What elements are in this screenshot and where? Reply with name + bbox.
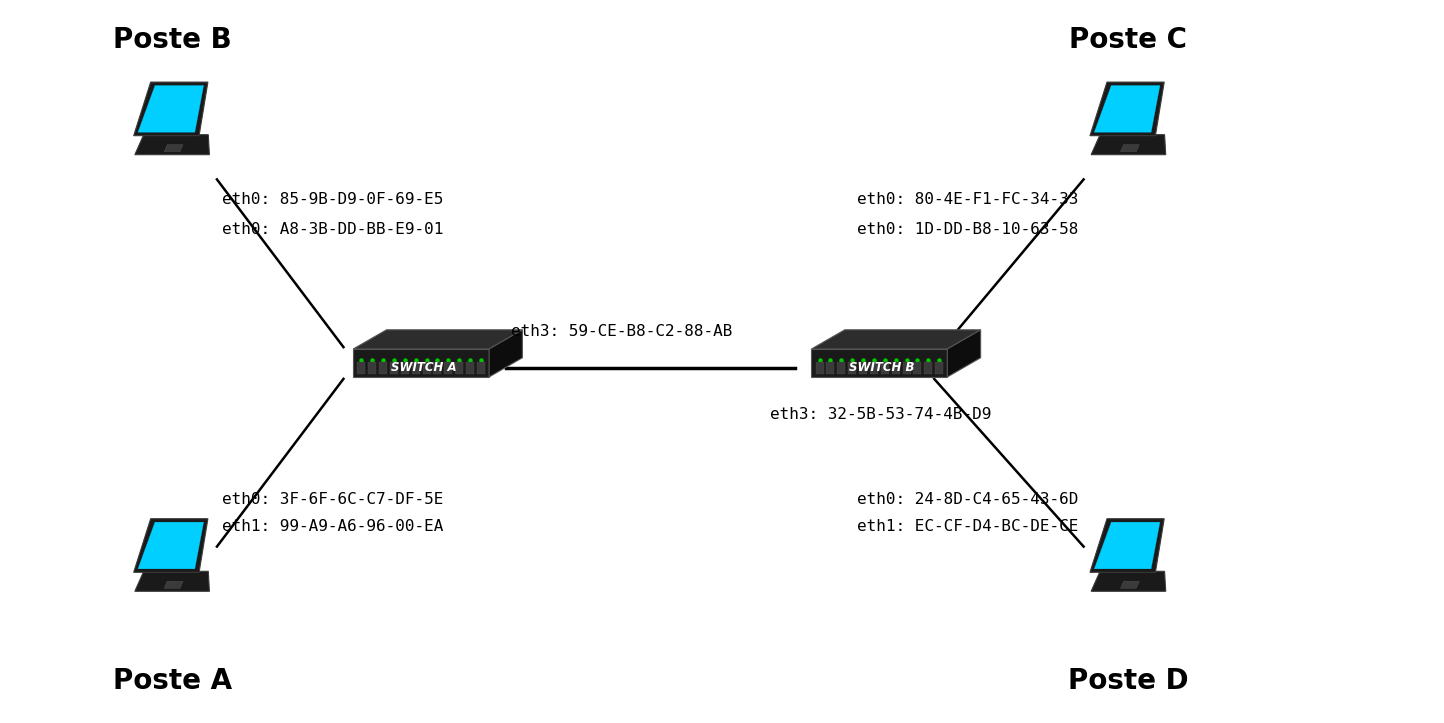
Polygon shape (134, 82, 208, 136)
Polygon shape (1092, 571, 1165, 591)
Polygon shape (812, 330, 980, 349)
Bar (881, 362, 890, 374)
Text: Poste C: Poste C (1070, 27, 1187, 54)
Text: eth0: A8-3B-DD-BB-E9-01: eth0: A8-3B-DD-BB-E9-01 (222, 221, 443, 236)
Bar (848, 362, 856, 374)
Bar (924, 362, 933, 374)
Polygon shape (1090, 82, 1164, 136)
Polygon shape (1092, 134, 1165, 155)
Text: eth1: 99-A9-A6-96-00-EA: eth1: 99-A9-A6-96-00-EA (222, 519, 443, 534)
Text: Poste D: Poste D (1069, 667, 1188, 695)
Polygon shape (1121, 145, 1139, 152)
Bar (466, 362, 474, 374)
Bar (368, 362, 377, 374)
Polygon shape (139, 522, 204, 569)
Text: eth0: 85-9B-D9-0F-69-E5: eth0: 85-9B-D9-0F-69-E5 (222, 192, 443, 207)
Text: SWITCH A: SWITCH A (391, 361, 456, 374)
Bar (826, 362, 835, 374)
Polygon shape (134, 518, 208, 573)
Polygon shape (1095, 85, 1160, 132)
Polygon shape (165, 145, 183, 152)
Bar (892, 362, 900, 374)
Polygon shape (812, 349, 947, 377)
Text: eth1: EC-CF-D4-BC-DE-CE: eth1: EC-CF-D4-BC-DE-CE (858, 519, 1079, 534)
Bar (423, 362, 430, 374)
Polygon shape (1095, 522, 1160, 569)
Bar (914, 362, 921, 374)
Bar (445, 362, 452, 374)
Bar (401, 362, 409, 374)
Polygon shape (165, 581, 183, 589)
Bar (838, 362, 845, 374)
Bar (936, 362, 943, 374)
Text: eth0: 80-4E-F1-FC-34-33: eth0: 80-4E-F1-FC-34-33 (858, 192, 1079, 207)
Bar (358, 362, 365, 374)
Text: eth0: 1D-DD-B8-10-63-58: eth0: 1D-DD-B8-10-63-58 (858, 221, 1079, 236)
Text: eth0: 24-8D-C4-65-43-6D: eth0: 24-8D-C4-65-43-6D (858, 492, 1079, 508)
Bar (412, 362, 420, 374)
Bar (455, 362, 464, 374)
Text: eth3: 32-5B-53-74-4B-D9: eth3: 32-5B-53-74-4B-D9 (770, 407, 991, 422)
Text: Poste A: Poste A (113, 667, 231, 695)
Polygon shape (139, 85, 204, 132)
Bar (859, 362, 866, 374)
Bar (902, 362, 911, 374)
Polygon shape (490, 330, 523, 377)
Polygon shape (354, 330, 523, 349)
Text: Poste B: Poste B (113, 27, 231, 54)
Bar (816, 362, 823, 374)
Text: SWITCH B: SWITCH B (849, 361, 915, 374)
Polygon shape (354, 349, 490, 377)
Bar (477, 362, 485, 374)
Text: eth0: 3F-6F-6C-C7-DF-5E: eth0: 3F-6F-6C-C7-DF-5E (222, 492, 443, 508)
Bar (433, 362, 442, 374)
Bar (380, 362, 387, 374)
Polygon shape (1121, 581, 1139, 589)
Bar (390, 362, 399, 374)
Polygon shape (134, 134, 209, 155)
Polygon shape (134, 571, 209, 591)
Bar (869, 362, 878, 374)
Polygon shape (947, 330, 980, 377)
Text: eth3: 59-CE-B8-C2-88-AB: eth3: 59-CE-B8-C2-88-AB (511, 324, 732, 339)
Polygon shape (1090, 518, 1164, 573)
